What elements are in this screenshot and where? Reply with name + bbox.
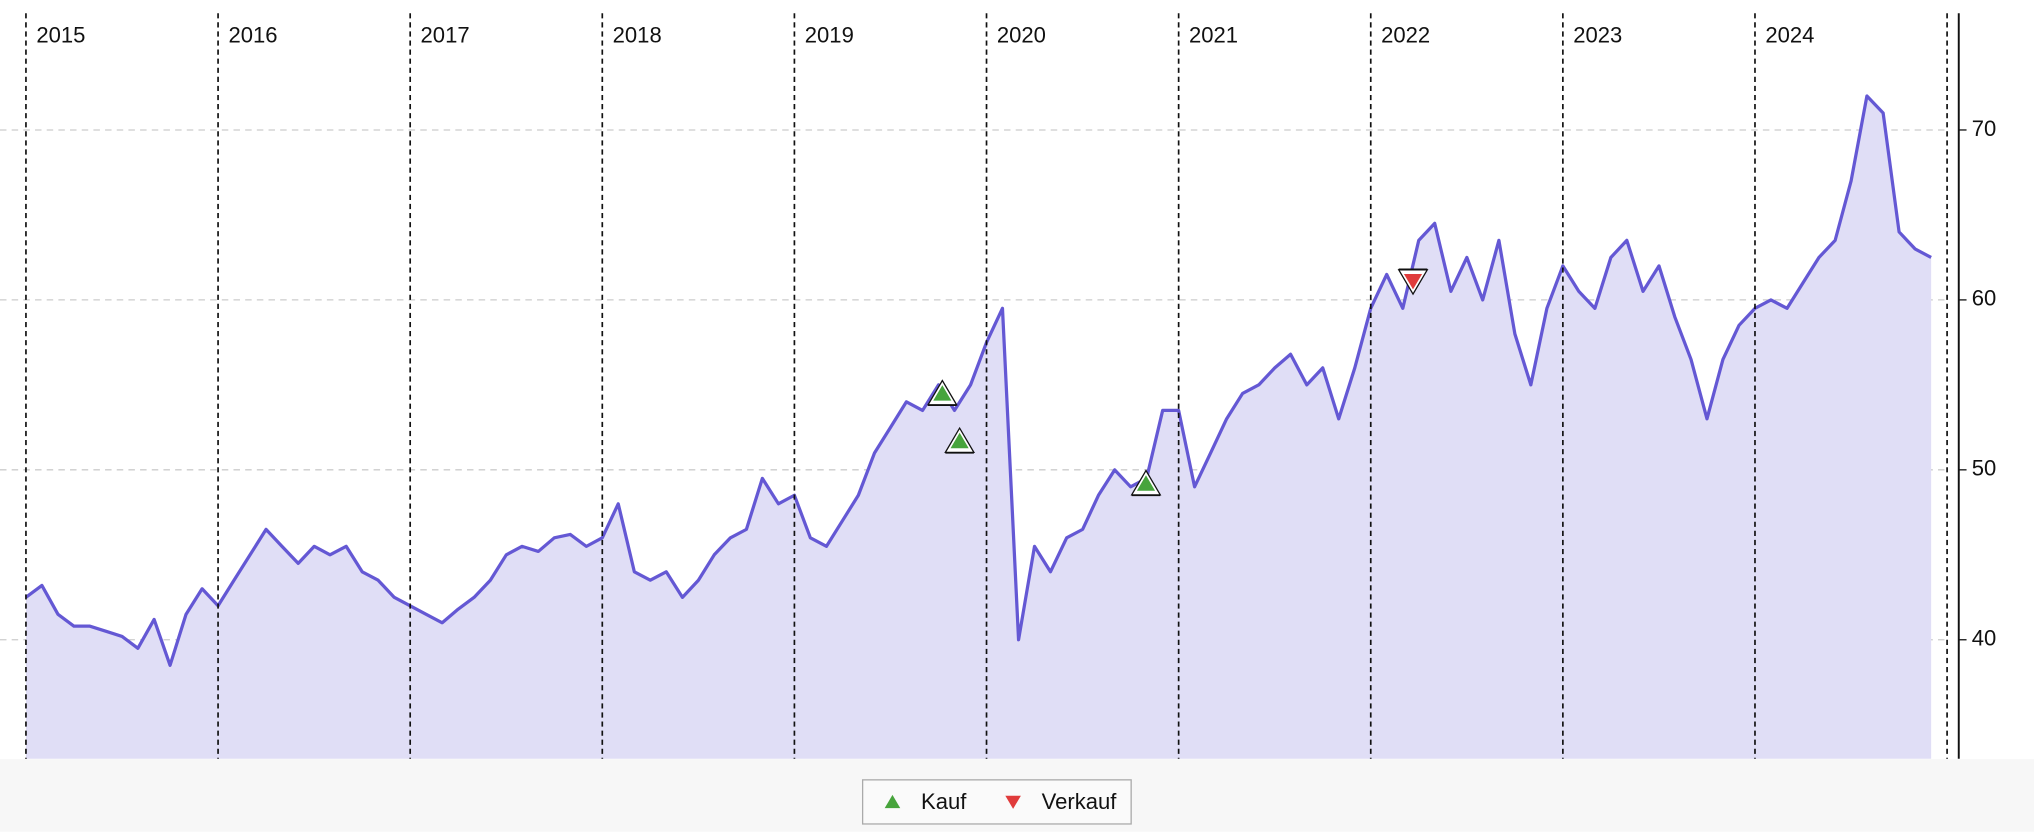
- signal-marker: [1397, 268, 1429, 296]
- price-line: [24, 94, 1932, 667]
- year-label: 2015: [36, 22, 85, 47]
- year-label: 2022: [1381, 22, 1430, 47]
- y-tick-label: 70: [1972, 116, 1997, 141]
- year-label: 2024: [1765, 22, 1814, 47]
- y-tick-label: 40: [1972, 626, 1997, 651]
- year-label: 2020: [997, 22, 1046, 47]
- signal-fill: [1136, 475, 1156, 491]
- year-label: 2018: [613, 22, 662, 47]
- signal-fill: [950, 432, 969, 449]
- legend-label: Kauf: [921, 789, 967, 814]
- year-label: 2017: [421, 22, 470, 47]
- year-label: 2016: [228, 22, 277, 47]
- year-label: 2023: [1573, 22, 1622, 47]
- y-tick-label: 60: [1972, 286, 1997, 311]
- signal-fill: [933, 385, 952, 401]
- legend-label: Verkauf: [1042, 789, 1118, 814]
- legend-symbol: [1005, 795, 1021, 809]
- signal-marker: [926, 379, 958, 407]
- signal-fill: [1403, 273, 1423, 290]
- area-fill: [25, 95, 1932, 759]
- signal-marker: [1130, 469, 1162, 497]
- legend-box: [861, 779, 1132, 825]
- legend-symbol: [884, 794, 901, 809]
- signal-marker: [944, 426, 976, 454]
- year-label: 2019: [805, 22, 854, 47]
- year-label: 2021: [1189, 22, 1238, 47]
- y-tick-label: 50: [1972, 456, 1997, 481]
